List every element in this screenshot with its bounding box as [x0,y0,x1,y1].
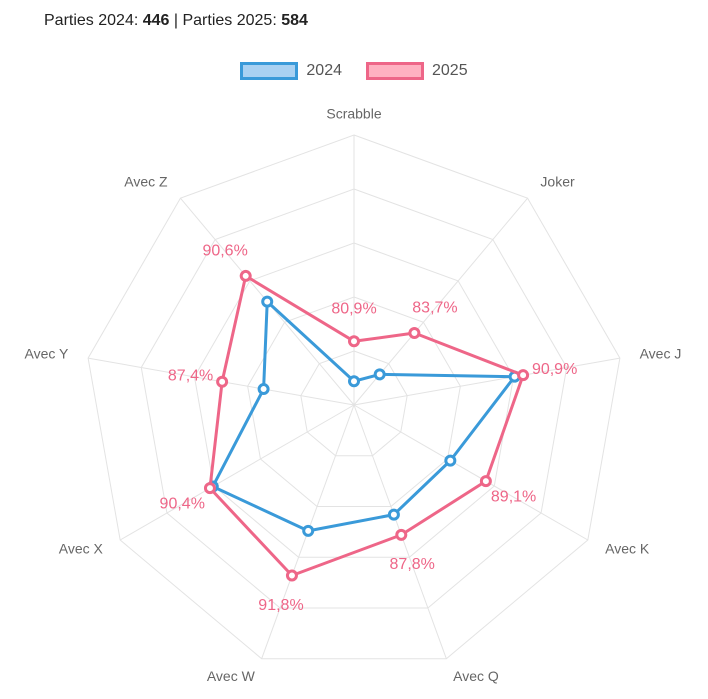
data-point-2025 [517,369,530,382]
data-point-2025 [203,482,216,495]
data-point-2025 [395,528,408,541]
data-point-2025 [348,335,360,348]
parties-summary: Parties 2024: 446 | Parties 2025: 584 [44,12,308,30]
category-label: Avec Y [25,345,70,361]
data-label-2025: 83,7% [412,300,457,317]
data-label-2025: 89,1% [491,488,536,505]
series-line-2025 [208,274,525,577]
parties-2024-value: 446 [142,12,170,29]
category-label: Avec K [605,541,650,557]
chart-legend: 2024 2025 [0,62,708,80]
data-label-2025: 87,8% [390,556,435,573]
category-label: Avec W [207,668,256,684]
data-label-2025: 87,4% [168,367,213,384]
parties-2025-label: Parties 2025: [182,12,282,29]
series-line-2024 [211,300,517,533]
category-label: Joker [540,174,575,190]
grid-spoke-6 [119,404,355,541]
data-label-2025: 91,8% [258,597,303,614]
data-point-2025 [285,569,298,582]
data-label-2025: 90,6% [202,243,247,260]
category-label: Avec X [59,541,104,557]
legend-label-2025: 2025 [432,62,468,79]
data-label-2025: 90,4% [160,495,205,512]
data-point-2025 [239,269,252,282]
legend-swatch-2024 [240,62,299,80]
legend-item-2025[interactable]: 2025 [366,62,468,80]
data-point-2024 [387,508,400,521]
grid-spoke-2 [353,357,620,406]
data-point-2025 [216,375,229,388]
data-point-2024 [261,295,274,308]
grid-ring-3 [193,242,515,558]
grid-ring-4 [140,188,568,609]
data-point-2024 [444,454,457,467]
category-label: Scrabble [326,106,381,122]
legend-item-2024[interactable]: 2024 [240,62,342,80]
data-label-2025: 90,9% [532,361,577,378]
legend-label-2024: 2024 [306,62,342,79]
legend-swatch-2025 [366,62,424,80]
data-point-2024 [257,383,270,396]
grid-ring-5 [87,134,621,660]
data-point-2025 [479,475,492,488]
data-point-2025 [408,327,421,340]
data-point-2024 [348,375,360,388]
data-label-2025: 80,9% [331,300,376,317]
category-label: Avec Z [124,174,168,190]
category-label: Avec J [640,345,682,361]
grid-spoke-3 [353,404,589,541]
data-point-2024 [302,524,315,537]
grid-ring-1 [300,350,408,457]
parties-2025-value: 584 [281,12,308,29]
category-label: Avec Q [453,668,499,684]
summary-separator: | [169,12,183,29]
parties-2024-label: Parties 2024: [44,12,143,29]
data-point-2024 [373,368,386,381]
